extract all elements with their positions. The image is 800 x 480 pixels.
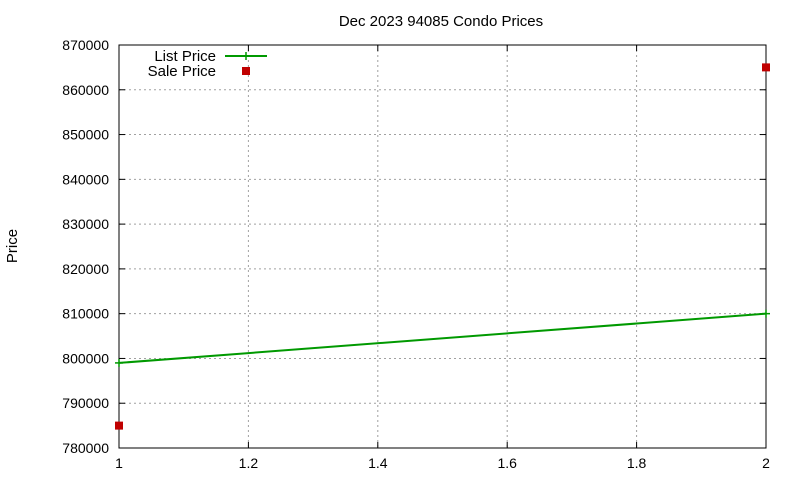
axes: 1 1.2 1.4 1.6 1.8 2 780000 790000 800000 810000 82… <box>62 37 770 471</box>
plot-frame <box>118 44 767 449</box>
y-tick-label: 860000 <box>62 82 109 98</box>
y-tick-label: 850000 <box>62 127 109 143</box>
x-tick-label: 1 <box>115 455 123 471</box>
legend-label: List Price <box>154 48 216 65</box>
y-tick-label: 830000 <box>62 216 109 232</box>
list-price-point <box>762 309 770 318</box>
y-tick-label: 780000 <box>62 440 109 456</box>
legend-label: Sale Price <box>148 63 216 80</box>
y-tick-label: 790000 <box>62 395 109 411</box>
legend-swatch-square <box>242 67 250 75</box>
y-axis-label: Price <box>4 229 21 263</box>
y-tick-label: 810000 <box>62 306 109 322</box>
list-price-line <box>118 312 767 364</box>
x-tick-label: 1.4 <box>368 455 388 471</box>
sale-price-point <box>762 63 770 72</box>
y-tick-label: 820000 <box>62 261 109 277</box>
series-layer <box>115 63 770 430</box>
y-tick-label: 800000 <box>62 350 109 366</box>
x-tick-label: 2 <box>762 455 770 471</box>
x-tick-label: 1.2 <box>239 455 259 471</box>
x-tick-label: 1.6 <box>497 455 517 471</box>
grid <box>119 45 766 448</box>
y-tick-label: 870000 <box>62 37 109 53</box>
x-tick-label: 1.8 <box>627 455 647 471</box>
list-price-point <box>115 358 123 367</box>
chart-title: Dec 2023 94085 Condo Prices <box>339 13 543 30</box>
sale-price-point <box>115 421 123 430</box>
y-tick-label: 840000 <box>62 171 109 187</box>
